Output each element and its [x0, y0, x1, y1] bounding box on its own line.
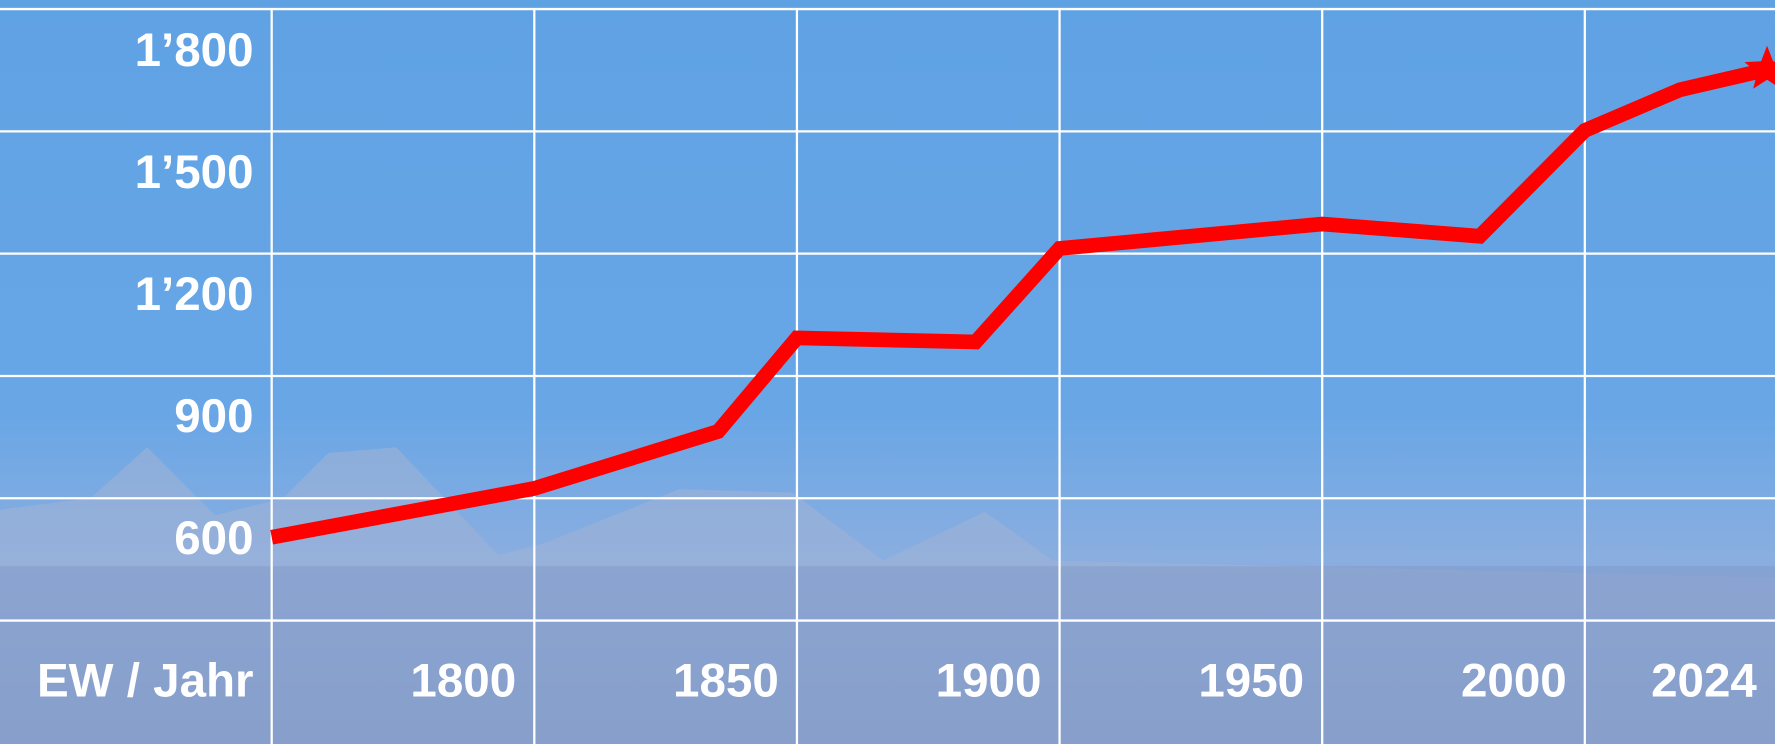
x-tick-label: 2000 [1461, 655, 1567, 708]
y-tick-label: 900 [174, 390, 253, 443]
y-tick-label: 1’200 [135, 268, 254, 321]
x-tick-label: 1800 [410, 655, 516, 708]
x-tick-label: 1850 [673, 655, 779, 708]
x-tick-label: 2024 [1651, 655, 1757, 708]
y-tick-label: 1’800 [135, 24, 254, 77]
x-tick-label: 1900 [936, 655, 1042, 708]
y-tick-label: 1’500 [135, 146, 254, 199]
chart: EW / Jahr 600 900 1’200 1’500 1’800 1800 1850 1… [0, 0, 1775, 744]
x-tick-label: 1950 [1198, 655, 1304, 708]
page: EW / Jahr 600 900 1’200 1’500 1’800 1800 1850 1… [0, 0, 1775, 744]
x-axis-label: EW / Jahr [37, 655, 254, 708]
y-tick-label: 600 [174, 512, 253, 565]
